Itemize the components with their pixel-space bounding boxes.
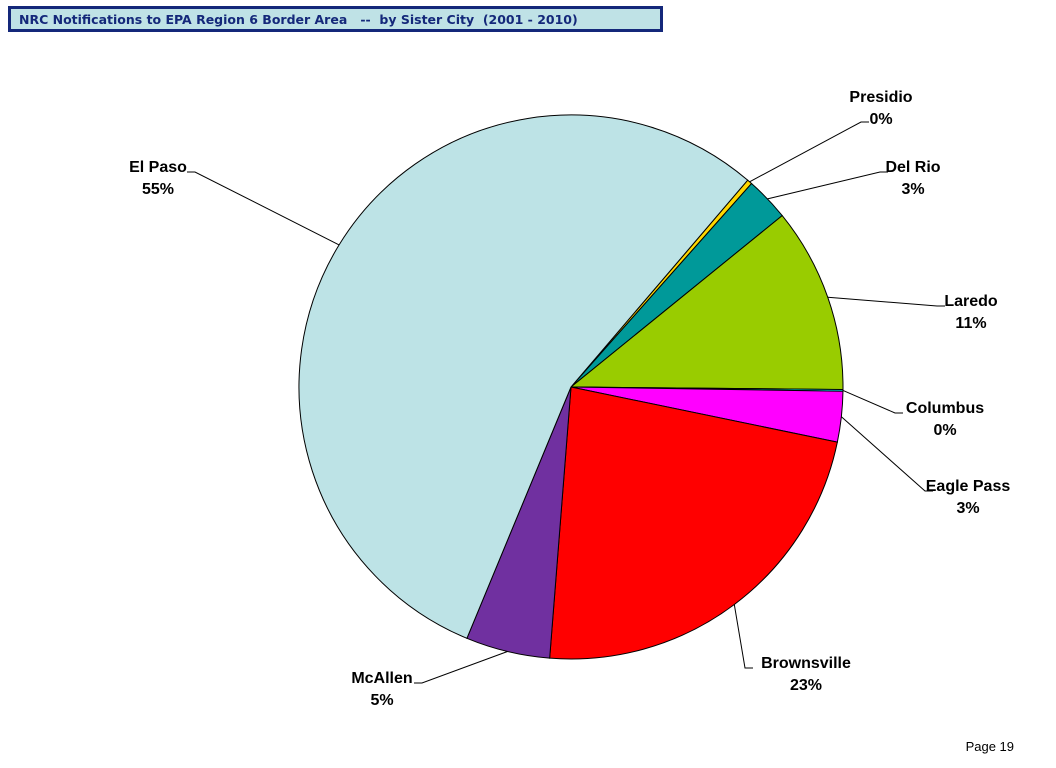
slice-label-value-el-paso: 55%	[142, 181, 174, 198]
leader-line-mcallen	[414, 651, 508, 684]
slice-label-name-del-rio: Del Rio	[885, 159, 940, 176]
slice-label-value-eagle-pass: 3%	[956, 500, 979, 517]
slice-label-value-presidio: 0%	[869, 111, 892, 128]
slice-label-value-del-rio: 3%	[901, 181, 924, 198]
chart-title-box: NRC Notifications to EPA Region 6 Border…	[8, 6, 663, 32]
slice-label-name-brownsville: Brownsville	[761, 655, 851, 672]
leader-line-columbus	[842, 389, 903, 414]
leader-line-presidio	[749, 121, 869, 183]
leader-line-brownsville	[733, 604, 753, 669]
chart-title: NRC Notifications to EPA Region 6 Border…	[19, 11, 578, 27]
page-number: Page 19	[965, 739, 1014, 754]
slice-label-name-presidio: Presidio	[849, 89, 912, 106]
slice-label-name-mcallen: McAllen	[351, 670, 412, 687]
pie-slice-el-paso	[298, 114, 749, 639]
pie-slice-brownsville	[549, 386, 838, 660]
leader-line-laredo	[827, 296, 945, 307]
pie-slice-laredo	[569, 214, 844, 391]
slice-label-name-laredo: Laredo	[944, 293, 998, 310]
slice-label-name-el-paso: El Paso	[129, 159, 187, 176]
slice-label-name-eagle-pass: Eagle Pass	[926, 478, 1011, 495]
leader-line-el-paso	[187, 171, 340, 246]
slice-label-value-laredo: 11%	[955, 315, 986, 332]
leader-line-del-rio	[767, 171, 888, 200]
slice-label-value-mcallen: 5%	[370, 692, 393, 709]
leader-lines	[187, 121, 945, 684]
slice-label-value-columbus: 0%	[933, 422, 956, 439]
pie-slices	[298, 114, 844, 660]
slice-label-value-brownsville: 23%	[790, 677, 822, 694]
leader-line-eagle-pass	[841, 416, 933, 492]
slice-labels: Presidio 0% Del Rio 3% Laredo 11% Columbus 0% Ea…	[129, 89, 1010, 709]
slice-label-name-columbus: Columbus	[906, 400, 984, 417]
